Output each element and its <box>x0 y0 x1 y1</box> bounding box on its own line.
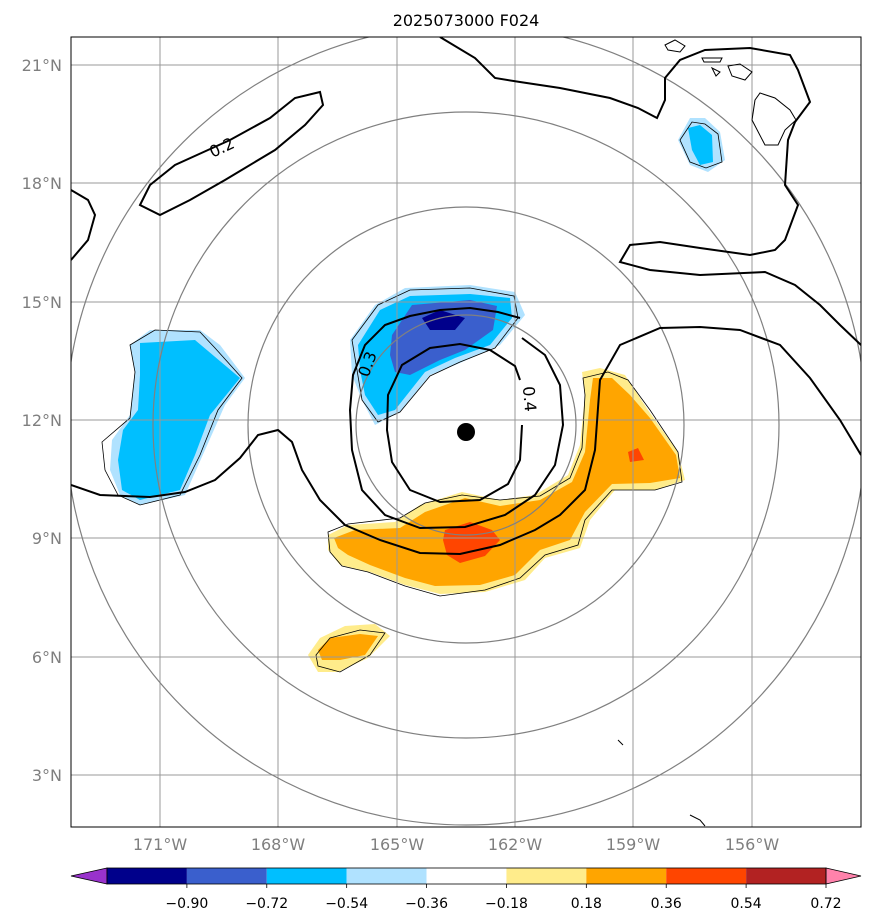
anomaly-outlines <box>101 121 723 673</box>
coastlines <box>617 39 797 827</box>
colorbar-segment <box>666 868 747 884</box>
colorbar-tick-label: 0.72 <box>810 896 841 912</box>
colorbar-segment <box>266 868 347 884</box>
colorbar-segment <box>426 868 507 884</box>
contour-label-0.4: 0.4 <box>519 385 540 412</box>
latitude-tick-labels: 21°N 18°N 15°N 12°N 9°N 6°N 3°N <box>22 56 62 785</box>
lat-label-9n: 9°N <box>32 529 62 548</box>
lon-label-159w: 159°W <box>606 835 661 854</box>
colorbar-segment <box>107 868 187 884</box>
colorbar-segment <box>186 868 267 884</box>
map-gridlines <box>71 37 861 827</box>
figure-title: 2025073000 F024 <box>393 11 540 30</box>
range-rings <box>71 37 861 826</box>
colorbar-segment <box>746 868 826 884</box>
colorbar-tick-label: −0.18 <box>485 896 528 912</box>
longitude-tick-labels: 171°W 168°W 165°W 162°W 159°W 156°W <box>133 835 780 854</box>
colorbar-extend-low <box>70 867 108 885</box>
lat-label-3n: 3°N <box>32 766 62 785</box>
lon-label-162w: 162°W <box>488 835 543 854</box>
lon-label-165w: 165°W <box>370 835 425 854</box>
colorbar-segment <box>586 868 667 884</box>
colorbar-tick-label: 0.18 <box>571 896 602 912</box>
lon-label-171w: 171°W <box>133 835 188 854</box>
lat-label-21n: 21°N <box>22 56 62 75</box>
colorbar-extend-high <box>825 867 862 885</box>
colorbar-tick-label: −0.72 <box>245 896 288 912</box>
colorbar-segment <box>346 868 427 884</box>
lat-label-18n: 18°N <box>22 174 62 193</box>
lat-label-12n: 12°N <box>22 411 62 430</box>
lon-label-168w: 168°W <box>251 835 306 854</box>
map-area <box>71 37 861 827</box>
map-frame <box>70 36 862 828</box>
storm-center-marker <box>457 423 475 441</box>
colorbar-tick-label: 0.54 <box>731 896 762 912</box>
colorbar-tick-label: −0.90 <box>165 896 208 912</box>
colorbar-tick-label: −0.54 <box>325 896 368 912</box>
positive-anomaly-southwest <box>308 624 390 672</box>
lat-label-15n: 15°N <box>22 293 62 312</box>
negative-anomaly-northeast <box>678 118 725 172</box>
lon-label-156w: 156°W <box>725 835 780 854</box>
colorbar-frame <box>106 867 827 885</box>
colorbar-segment <box>506 868 587 884</box>
mean-field-contours <box>71 37 861 556</box>
contour-labels: 0.2 0.3 0.4 <box>206 134 540 413</box>
colorbar: −0.90 −0.72 −0.54 −0.36 −0.18 0.18 0.36 0.54 0.7… <box>70 867 862 912</box>
colorbar-tick-label: −0.36 <box>405 896 448 912</box>
lat-label-6n: 6°N <box>32 648 62 667</box>
colorbar-tick-label: 0.36 <box>651 896 682 912</box>
